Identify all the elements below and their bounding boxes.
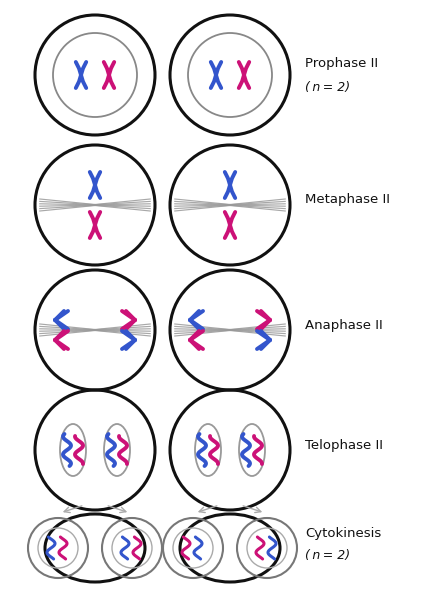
Text: Prophase II: Prophase II <box>305 56 378 70</box>
Text: Metaphase II: Metaphase II <box>305 193 390 206</box>
Text: Cytokinesis: Cytokinesis <box>305 527 381 539</box>
Text: Anaphase II: Anaphase II <box>305 319 383 331</box>
Text: ( n = 2): ( n = 2) <box>305 550 350 563</box>
Text: ( n = 2): ( n = 2) <box>305 80 350 94</box>
Text: Telophase II: Telophase II <box>305 439 383 451</box>
